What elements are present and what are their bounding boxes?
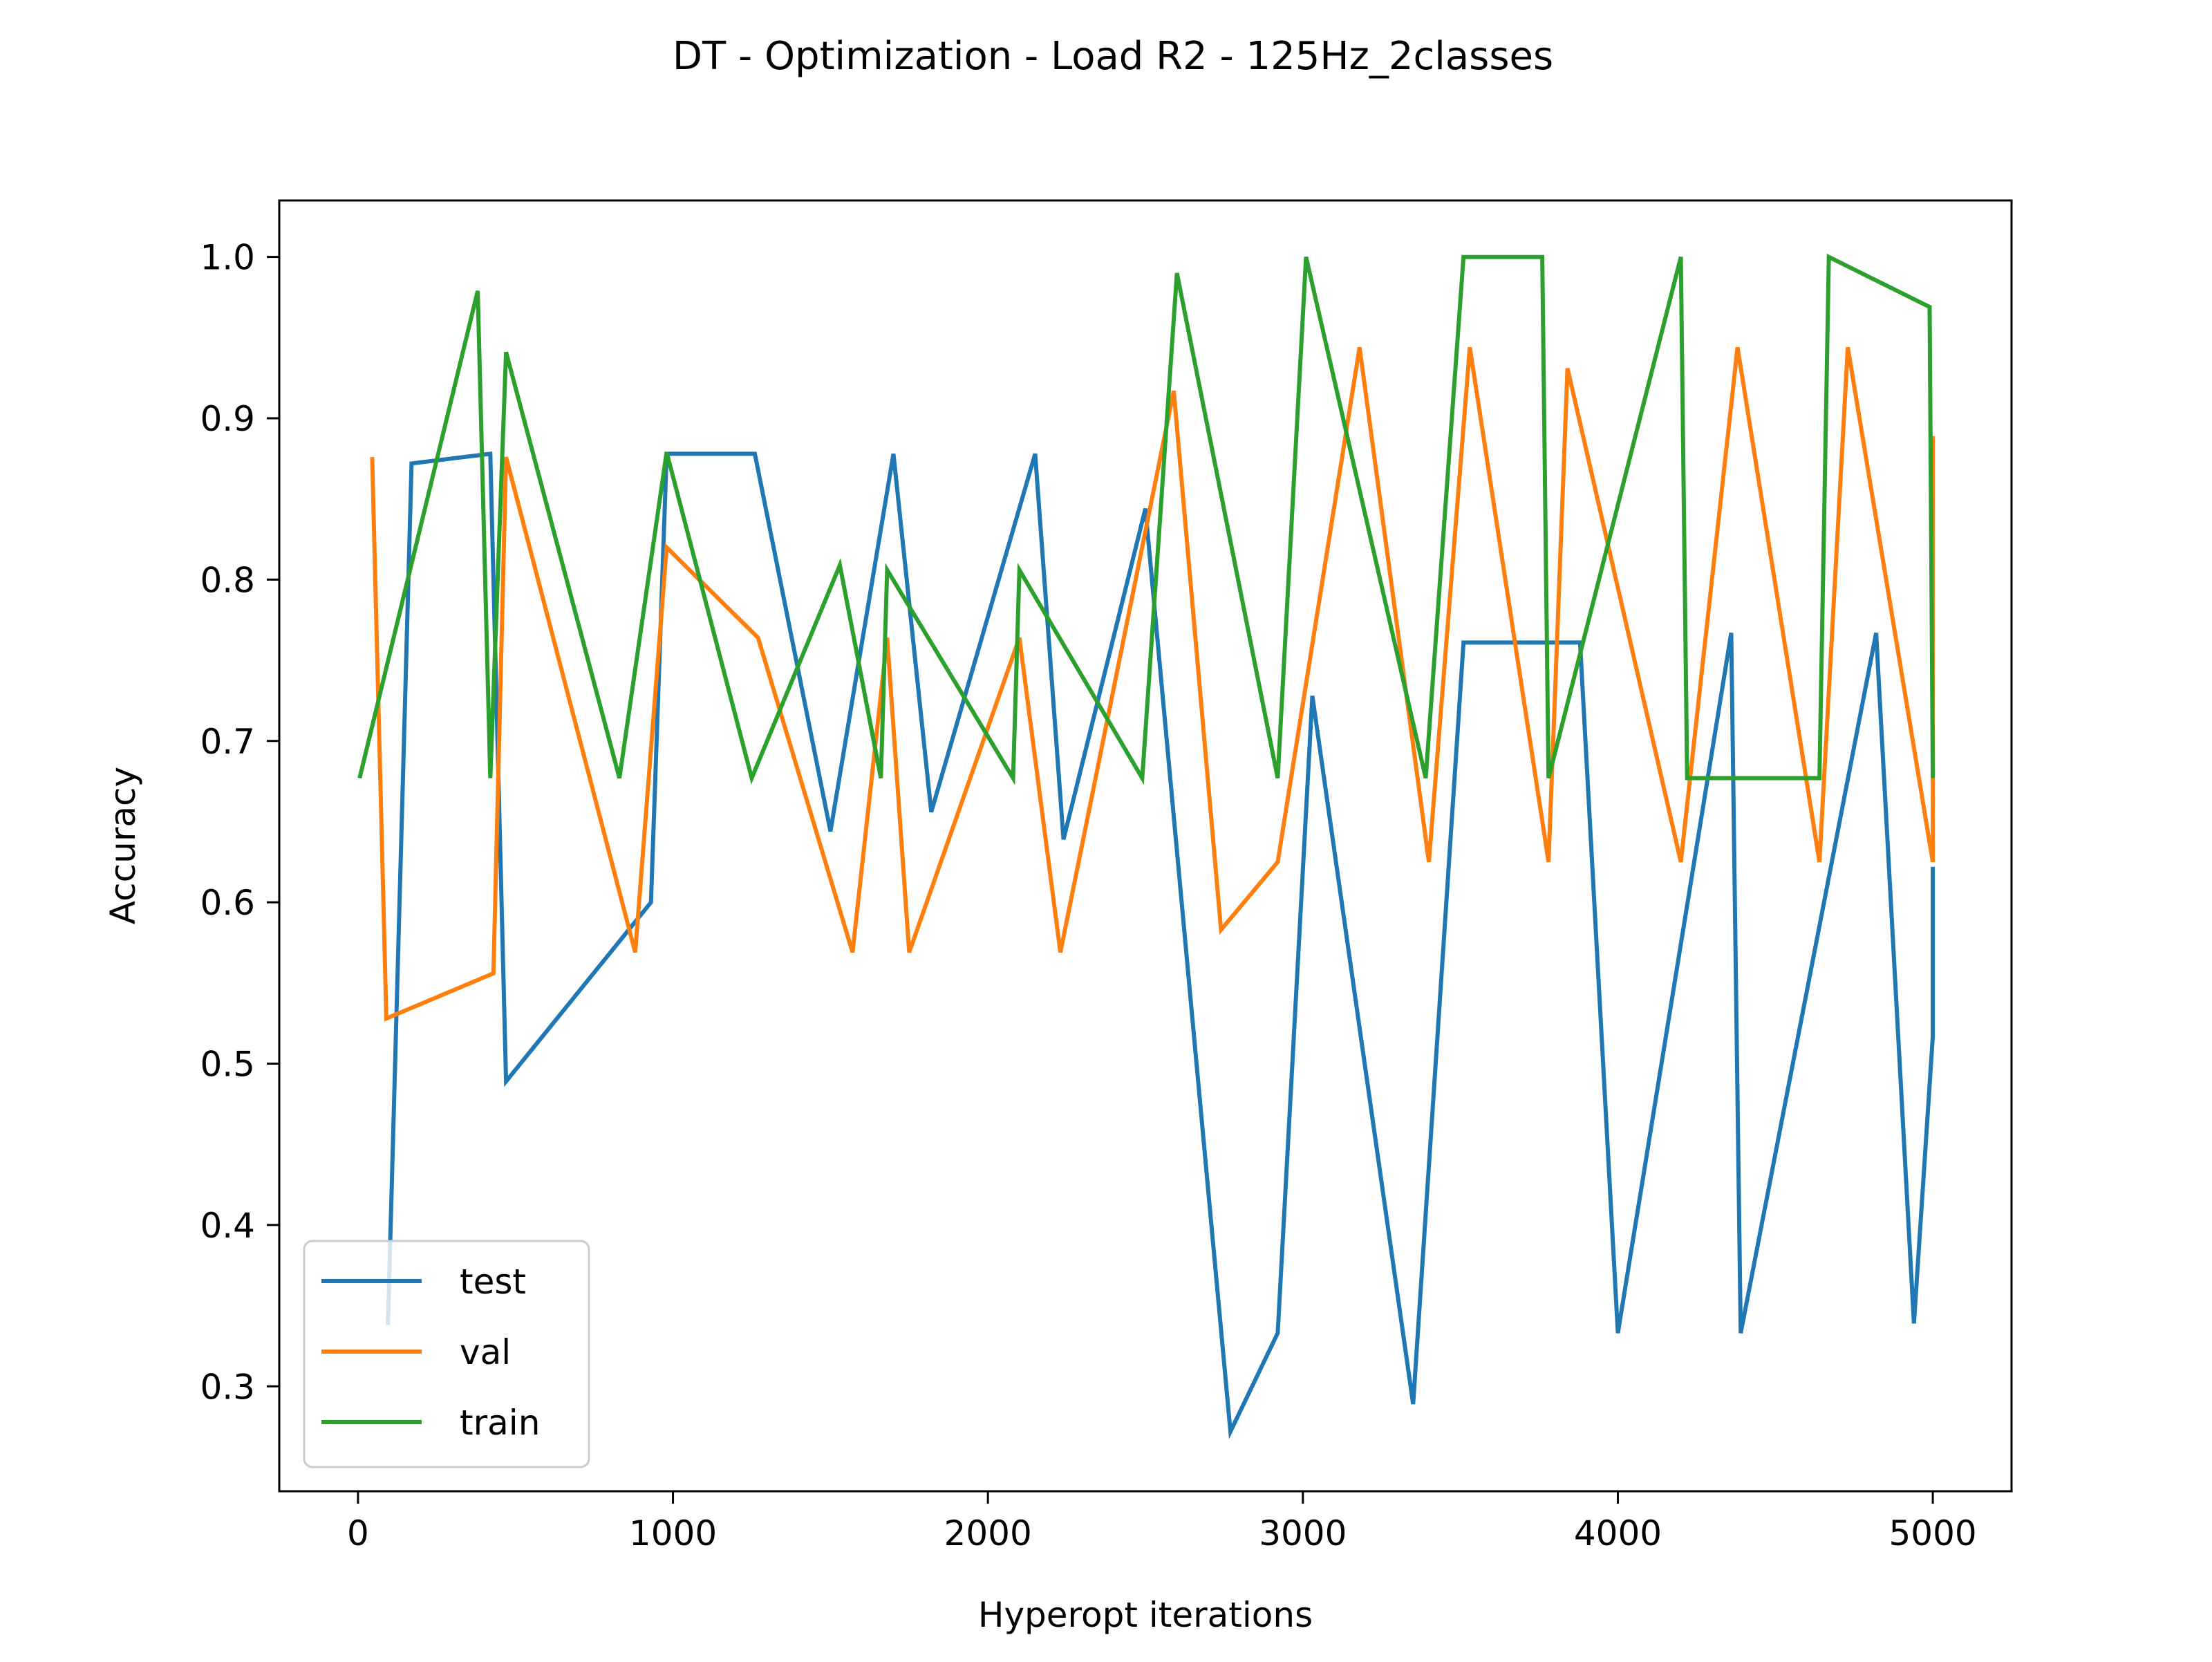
- y-axis-ticks: 0.3 0.4 0.5 0.6 0.7 0.8 0.9 1.0: [200, 238, 279, 1407]
- legend-label-train: train: [460, 1403, 540, 1443]
- legend-box: [303, 1240, 590, 1468]
- legend-label-test: test: [460, 1262, 526, 1302]
- x-tick-label: 1000: [629, 1513, 717, 1553]
- series-line-train: [357, 253, 1936, 785]
- series-lines: [357, 253, 1936, 1439]
- y-tick-label: 1.0: [200, 238, 255, 278]
- series-line-val: [370, 346, 1936, 1022]
- legend-label-val: val: [460, 1332, 511, 1372]
- x-tick-label: 0: [347, 1513, 369, 1553]
- x-tick-label: 4000: [1574, 1513, 1662, 1553]
- y-tick-label: 0.3: [200, 1367, 255, 1407]
- x-tick-label: 2000: [944, 1513, 1032, 1553]
- y-tick-label: 0.5: [200, 1045, 255, 1085]
- legend: test val train: [303, 1240, 590, 1468]
- y-tick-label: 0.6: [200, 883, 255, 923]
- y-tick-label: 0.8: [200, 560, 255, 600]
- chart-title: DT - Optimization - Load R2 - 125Hz_2cla…: [673, 34, 1553, 79]
- y-tick-label: 0.9: [200, 399, 255, 439]
- y-axis-label: Accuracy: [103, 767, 143, 924]
- x-axis-label: Hyperopt iterations: [978, 1595, 1313, 1635]
- y-tick-label: 0.7: [200, 722, 255, 762]
- x-axis-ticks: 0 1000 2000 3000 4000 5000: [347, 1491, 1977, 1553]
- x-tick-label: 5000: [1888, 1513, 1976, 1553]
- x-tick-label: 3000: [1259, 1513, 1347, 1553]
- y-tick-label: 0.4: [200, 1206, 255, 1246]
- plot-frame: [278, 199, 2013, 1493]
- series-line-test: [386, 451, 1936, 1439]
